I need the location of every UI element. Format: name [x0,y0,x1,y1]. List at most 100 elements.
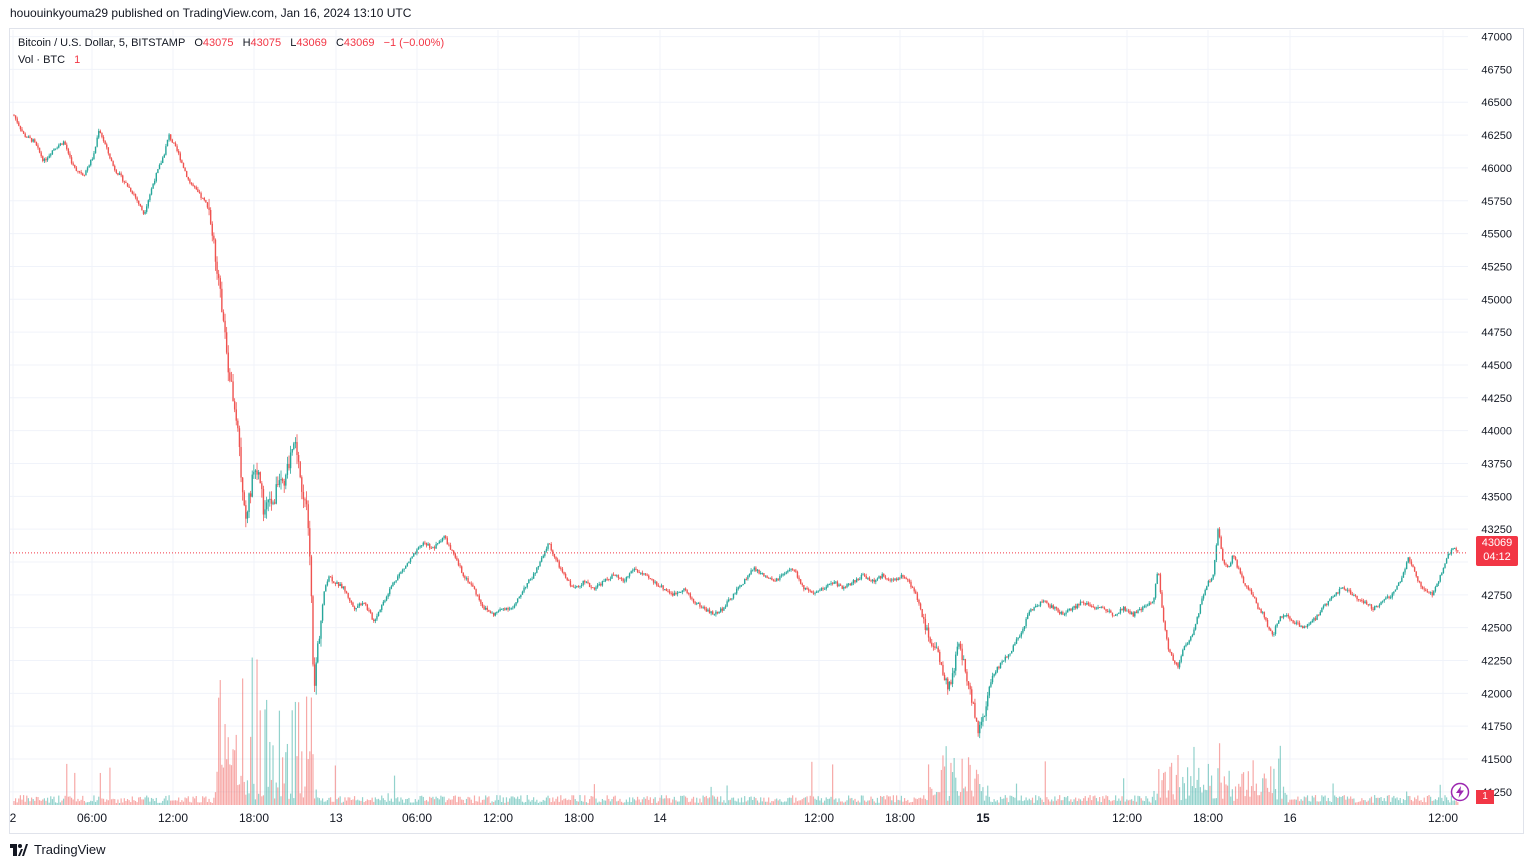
volume-bar [345,800,348,805]
candle-body [1449,553,1451,555]
chart-pane[interactable] [9,28,1524,834]
volume-bar [1231,789,1233,805]
candle-body [452,550,455,554]
lightning-icon[interactable] [1450,782,1470,802]
volume-bar [122,802,124,805]
candle-body [185,171,188,177]
candle-body [585,581,588,583]
volume-bar [1009,795,1011,805]
candle-body [1353,595,1355,597]
candle-body [612,574,615,576]
volume-bar [1276,799,1278,805]
candle-body [902,574,904,578]
candle-body [648,575,650,579]
volume-bar [1316,801,1318,805]
candle-body [355,608,357,610]
volume-bar [470,799,472,805]
volume-bar [1271,793,1273,805]
volume-bar [344,797,346,805]
candle-body [1402,572,1405,578]
volume-bar [166,800,169,805]
candle-body [638,571,640,573]
volume-bar [795,797,797,805]
volume-bar [809,795,811,805]
volume-bar [1452,800,1454,805]
volume-bar [1190,776,1192,805]
volume-bar [195,796,197,805]
volume-bar [1246,789,1248,805]
candle-body [1078,604,1080,606]
volume-bar [1071,801,1074,805]
volume-bar [16,802,18,805]
candle-body [213,235,215,240]
candle-body [865,576,867,579]
candle-body [1116,613,1118,615]
candle-body [1405,562,1408,570]
candle-body [150,188,153,195]
tradingview-logo-icon [10,843,28,856]
candle-body [1425,589,1427,592]
candle-body [652,579,655,583]
x-tick-label: 12:00 [158,811,188,825]
volume-bar [1166,797,1168,805]
volume-bar [1270,766,1272,805]
candle-body [900,574,903,579]
volume-label[interactable]: Vol · BTC [18,54,66,66]
candle-body [571,585,573,587]
candle-body [195,187,197,190]
candle-body [846,584,848,588]
volume-bar [14,798,17,805]
volume-bar [790,797,792,805]
volume-bar [945,746,947,805]
candle-body [19,125,22,130]
volume-bar [1250,786,1253,805]
volume-bar [66,763,68,805]
candle-body [389,588,391,595]
volume-bar [400,797,402,805]
volume-bar [1436,800,1438,805]
volume-bar [721,802,723,805]
volume-bar [943,766,946,805]
candle-body [139,203,142,206]
candle-body [1138,609,1141,611]
candle-body [1369,604,1371,606]
volume-bar [889,796,891,805]
volume-bar [792,795,794,805]
volume-bar [505,797,508,805]
symbol-label[interactable]: Bitcoin / U.S. Dollar, 5, BITSTAMP [18,37,186,49]
candle-body [1418,581,1421,582]
volume-bar [959,792,962,805]
candle-body [382,601,385,606]
candle-body [630,571,632,574]
candle-body [1391,593,1393,598]
volume-bar [1023,800,1026,805]
candle-body [176,146,178,152]
volume-bar [541,801,543,805]
volume-bar [1431,800,1433,805]
volume-bar [64,795,66,805]
volume-bar [852,800,855,805]
volume-bar [278,710,281,805]
candle-body [755,567,757,572]
volume-bar [1007,802,1010,805]
candle-body [486,607,488,610]
footer-brand[interactable]: TradingView [10,842,106,857]
candle-body [1142,606,1144,611]
volume-bar [377,798,380,805]
volume-bar [581,800,583,805]
volume-bar [494,800,496,805]
volume-bar [435,796,437,805]
candle-body [967,681,970,686]
candle-body [951,673,954,684]
candle-body [310,556,313,597]
candle-body [1313,618,1315,621]
volume-bar [358,800,360,805]
candle-body [918,599,920,604]
volume-bar [1153,790,1155,805]
volume-bar [197,802,199,805]
volume-bar [186,798,188,805]
volume-bar [1404,800,1406,805]
candle-body [531,578,533,580]
volume-bar [194,798,196,805]
